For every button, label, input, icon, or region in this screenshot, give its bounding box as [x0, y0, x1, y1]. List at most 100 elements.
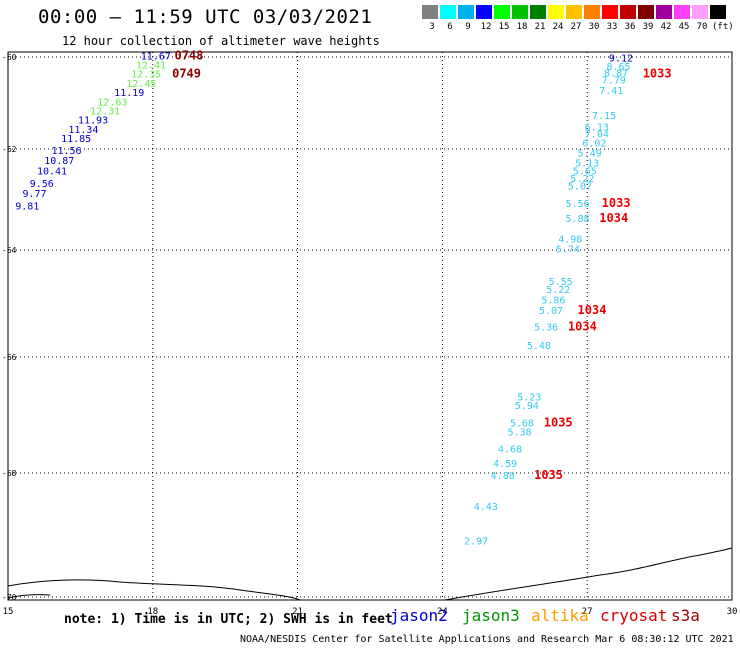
coastline	[7, 547, 733, 601]
scale-label: (ft)	[712, 22, 734, 32]
wave-height-label: 11.93	[78, 116, 108, 127]
scale-label: 24	[552, 22, 564, 32]
map-title: 00:00 – 11:59 UTC 03/03/2021	[38, 6, 373, 28]
wave-height-label: 11.34	[68, 125, 98, 136]
latitude-label: -70	[2, 593, 17, 602]
wave-height-label: 5.36	[534, 322, 558, 333]
scale-label: 42	[660, 22, 672, 32]
wave-height-label: 9.81	[15, 202, 39, 213]
scale-label: 3	[429, 22, 435, 32]
longitude-label: 21	[292, 607, 303, 617]
pass-id-label: 1034	[599, 211, 628, 225]
wave-height-label: 5.22	[570, 174, 594, 185]
wave-height-label: 5.23	[517, 393, 541, 404]
pass-id-label: 1033	[643, 67, 672, 81]
scale-swatch	[656, 5, 672, 19]
wave-height-label: 10.41	[37, 166, 67, 177]
wave-height-label: 6.13	[585, 123, 609, 134]
wave-height-label: 10.87	[44, 156, 74, 167]
wave-height-label: 7.15	[592, 111, 616, 122]
longitude-labels: 15 18 21 24 27 30	[3, 607, 738, 617]
scale-swatch	[458, 5, 474, 19]
latitude-label: -66	[2, 353, 17, 362]
latitude-label: -60	[2, 53, 17, 62]
scale-label: 33	[606, 22, 618, 32]
wave-height-label: 5.88	[565, 214, 589, 225]
wave-height-label: 5.38	[508, 427, 532, 438]
wave-height-label: 8.65	[607, 62, 631, 73]
wave-height-label: 5.22	[546, 285, 570, 296]
scale-swatch	[476, 5, 492, 19]
wave-height-label: 5.13	[575, 159, 599, 170]
wave-height-label: 2.97	[464, 536, 488, 547]
pass-id-label: 1034	[578, 303, 607, 317]
longitude-label: 18	[147, 607, 158, 617]
scale-swatch	[566, 5, 582, 19]
scale-swatch	[692, 5, 708, 19]
latitude-labels: -60 -62 -64 -66 -68 -70	[2, 53, 17, 602]
wave-height-label: 5.56	[565, 199, 589, 210]
wave-height-label: 11.56	[51, 146, 81, 157]
scale-swatch	[512, 5, 528, 19]
coastline-right	[444, 547, 733, 601]
legend-s3a: s3a	[671, 606, 700, 625]
wave-height-label: 9.12	[609, 54, 633, 65]
scale-swatch	[638, 5, 654, 19]
scale-swatch	[602, 5, 618, 19]
observations: 11.6712.4112.3512.4511.1912.6312.3111.93…	[15, 48, 671, 547]
wave-height-label: 5.65	[573, 166, 597, 177]
longitude-label: 30	[727, 607, 738, 617]
wave-height-label: 5.07	[568, 181, 592, 192]
pass-id-label: 0749	[172, 67, 201, 81]
scale-swatch	[710, 5, 726, 19]
wave-height-label: 9.77	[22, 189, 46, 200]
credit-line: NOAA/NESDIS Center for Satellite Applica…	[240, 634, 734, 645]
scale-label: 6	[447, 22, 453, 32]
coastline-left-lower	[7, 594, 51, 599]
scale-label: 27	[570, 22, 582, 32]
grid-lines	[8, 52, 732, 600]
wave-height-label: 5.07	[539, 306, 563, 317]
latitude-label: -68	[2, 469, 17, 478]
wave-height-label: 7.41	[599, 86, 623, 97]
coastline-left	[7, 579, 301, 601]
wave-height-label: 5.49	[578, 149, 602, 160]
map-subtitle: 12 hour collection of altimeter wave hei…	[62, 34, 380, 48]
scale-label: 36	[624, 22, 636, 32]
wave-height-label: 5.68	[510, 419, 534, 430]
wave-height-label: 4.43	[474, 502, 498, 513]
pass-id-label: 1035	[534, 468, 563, 482]
wave-height-label: 4.88	[491, 471, 515, 482]
wave-height-label: 8.87	[604, 68, 628, 79]
scale-label: 70	[696, 22, 708, 32]
wave-height-label: 4.98	[558, 234, 582, 245]
scale-label: 39	[642, 22, 654, 32]
latitude-label: -62	[2, 145, 17, 154]
legend-altika: altika	[531, 606, 589, 625]
scale-swatch	[620, 5, 636, 19]
scale-swatch	[548, 5, 564, 19]
wave-height-label: 11.67	[141, 51, 171, 62]
scale-label: 15	[498, 22, 510, 32]
scale-label: 21	[534, 22, 546, 32]
legend-jason2: jason2	[390, 606, 448, 625]
wave-height-label: 4.59	[493, 459, 517, 470]
map-frame	[7, 51, 733, 601]
legend-jason3: jason3	[462, 606, 520, 625]
pass-id-label: 1034	[568, 319, 597, 333]
wave-height-label: 5.74	[556, 245, 580, 256]
pass-id-label: 0748	[175, 48, 204, 62]
scale-swatch	[584, 5, 600, 19]
wave-height-label: 5.48	[527, 341, 551, 352]
wave-height-label: 7.04	[585, 130, 609, 141]
longitude-label: 27	[582, 607, 593, 617]
longitude-label: 15	[3, 607, 14, 617]
latitude-label: -64	[2, 246, 17, 255]
scale-label: 9	[465, 22, 471, 32]
scale-label: 12	[480, 22, 492, 32]
pass-id-label: 1033	[602, 196, 631, 210]
note-text: note: 1) Time is in UTC; 2) SWH is in fe…	[64, 612, 393, 627]
wave-height-label: 12.63	[97, 97, 127, 108]
wave-height-label: 5.86	[541, 296, 565, 307]
